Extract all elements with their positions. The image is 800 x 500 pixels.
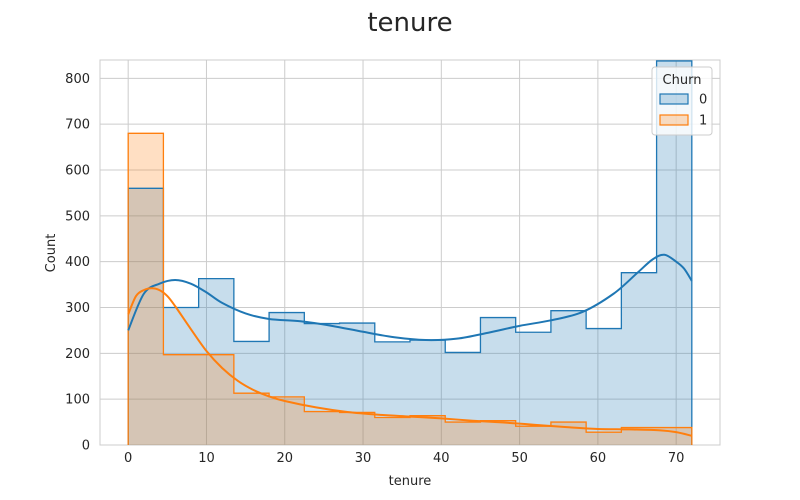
x-tick-label: 10 [198,451,215,466]
y-tick-label: 700 [65,118,90,133]
y-tick-label: 600 [65,164,90,179]
y-tick-label: 300 [65,301,90,316]
kde-curve-series-0 [127,253,693,342]
legend-swatch-0 [659,93,689,105]
x-tick-label: 70 [668,451,685,466]
y-tick-label: 100 [65,393,90,408]
kde-curve-series-1 [127,287,693,437]
x-tick-label: 50 [511,451,528,466]
chart-title: tenure [367,8,452,38]
y-tick-label: 400 [65,255,90,270]
x-tick-label: 30 [355,451,372,466]
x-axis-label: tenure [389,474,432,489]
legend: Churn 0 1 [651,66,713,136]
y-tick-label: 200 [65,347,90,362]
legend-label-1: 1 [699,114,707,129]
x-tick-label: 0 [124,451,132,466]
series-0-fill [128,60,692,446]
x-tick-label: 40 [433,451,450,466]
x-tick-label: 60 [590,451,607,466]
legend-title: Churn [663,73,702,88]
legend-label-0: 0 [699,93,707,108]
legend-swatch-1 [659,114,689,126]
y-tick-label: 500 [65,209,90,224]
kde-curves [127,253,693,437]
x-tick-label: 20 [276,451,293,466]
series-0-outline [127,60,693,445]
legend-box [651,66,713,136]
series-1-fill [128,133,692,446]
y-tick-label: 800 [65,72,90,87]
y-tick-label: 0 [82,439,90,454]
y-axis-label: Count [44,234,59,273]
